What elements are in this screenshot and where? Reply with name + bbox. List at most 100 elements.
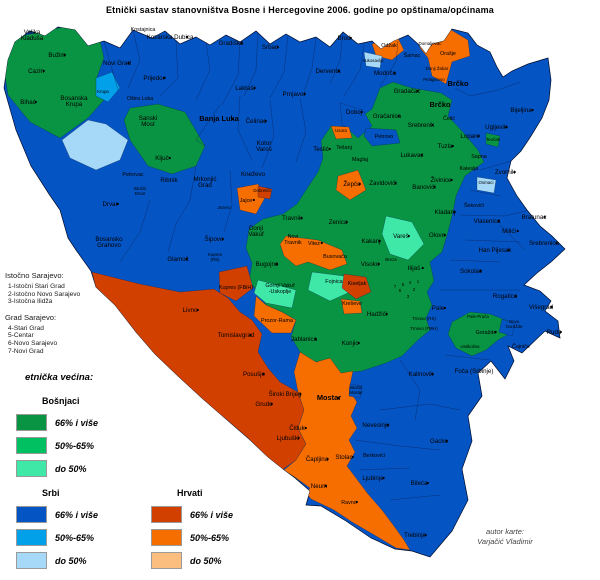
sarajevo-notes: Istočno Sarajevo: 1-Istočni Stari Grad 2…	[5, 271, 80, 355]
svg-text:Bileća: Bileća	[411, 480, 428, 487]
svg-text:Trnovo (FBiH): Trnovo (FBiH)	[410, 326, 438, 331]
svg-text:Berkovići: Berkovići	[363, 453, 385, 459]
color-swatch	[16, 437, 47, 454]
svg-text:Srebrenica: Srebrenica	[529, 240, 559, 247]
svg-text:Sokolac: Sokolac	[460, 268, 482, 275]
region-petrovo	[363, 127, 401, 147]
region-vares	[381, 215, 425, 261]
region-teocak	[485, 132, 501, 148]
region-sanski-kljuc	[123, 103, 206, 175]
svg-text:Jablanica: Jablanica	[291, 336, 318, 343]
svg-text:Lukavac: Lukavac	[400, 152, 423, 159]
svg-text:Gacko: Gacko	[430, 438, 448, 445]
region-kupres-fbih	[218, 265, 254, 302]
svg-text:Bužim: Bužim	[48, 52, 65, 59]
region-kresevo	[340, 298, 363, 315]
region-kiseljak	[341, 273, 372, 300]
svg-text:Tomislavgrad: Tomislavgrad	[218, 332, 255, 339]
region-usora	[330, 125, 353, 140]
svg-text:Glamoč: Glamoč	[167, 256, 188, 263]
svg-text:Prnjavor: Prnjavor	[282, 91, 305, 98]
region-gorazde	[447, 311, 513, 357]
svg-text:Šekovići: Šekovići	[464, 202, 484, 209]
color-swatch	[16, 529, 47, 546]
svg-text:Neum: Neum	[311, 483, 328, 490]
svg-text:Laktaši: Laktaši	[235, 85, 255, 92]
author-credit-line1: autor karte:	[486, 527, 524, 536]
map-title: Etnički sastav stanovništva Bosne i Herc…	[105, 5, 495, 15]
svg-text:Kupres (FBiH): Kupres (FBiH)	[219, 285, 253, 291]
svg-text:Grude: Grude	[255, 401, 273, 408]
svg-text:Lopare: Lopare	[460, 133, 480, 140]
svg-text:Hadžići: Hadžići	[367, 311, 387, 318]
legend-group-hrvati: Hrvati 66% i više 50%-65% do 50%	[151, 488, 233, 575]
color-swatch	[151, 529, 182, 546]
svg-text:Livno: Livno	[183, 307, 198, 314]
region-dobretici	[257, 185, 273, 200]
municipality-labels: Velika Kladuša Bužim Cazin Bihać Bosanska Krup…	[20, 27, 562, 539]
legend-label: 50%-65%	[190, 532, 230, 543]
color-swatch	[16, 460, 47, 477]
svg-text:Teslić: Teslić	[313, 146, 328, 153]
svg-text:Derventa: Derventa	[315, 68, 341, 75]
svg-text:Foča (Srbinje): Foča (Srbinje)	[455, 368, 494, 375]
svg-text:Brčko: Brčko	[448, 79, 469, 88]
svg-text:Trnovo (RS): Trnovo (RS)	[412, 316, 436, 321]
svg-text:Banja Luka: Banja Luka	[199, 114, 239, 123]
region-vitez-cluster	[279, 235, 348, 271]
author-credit-line2: Varjačić Vladimir	[477, 537, 533, 546]
color-swatch	[16, 506, 47, 523]
svg-text:Travnik: Travnik	[282, 215, 303, 222]
svg-text:Gračanica: Gračanica	[373, 113, 402, 120]
svg-text:Zavidovići: Zavidovići	[369, 180, 397, 187]
svg-text:Gradiška: Gradiška	[219, 40, 244, 47]
svg-text:Petrovac: Petrovac	[122, 172, 144, 178]
svg-text:Srbac: Srbac	[262, 44, 278, 51]
legend-label: do 50%	[55, 555, 87, 566]
svg-text:Čitluk: Čitluk	[289, 425, 305, 432]
istocno-sarajevo-item: 3-Istočna Ilidža	[8, 298, 53, 306]
svg-text:Ključ: Ključ	[155, 155, 168, 162]
svg-text:Usora: Usora	[335, 128, 347, 133]
svg-text:Breza: Breza	[385, 257, 397, 262]
legend-label: 66% i više	[190, 509, 234, 520]
legend-row: 50%-65%	[151, 529, 233, 546]
svg-text:3: 3	[407, 294, 410, 299]
svg-text:Brod: Brod	[337, 35, 351, 42]
legend-group-name: Srbi	[42, 488, 60, 498]
svg-text:Goražde: Goražde	[476, 330, 497, 336]
svg-text:Jezero: Jezero	[217, 205, 231, 210]
svg-text:Busovača: Busovača	[323, 254, 347, 260]
svg-text:Gornji Vakuf-Uskoplje: Gornji Vakuf -Uskoplje	[265, 283, 295, 295]
svg-text:5: 5	[402, 282, 405, 287]
legend-row: 66% i više	[16, 414, 98, 431]
svg-text:Brčko: Brčko	[430, 100, 451, 109]
svg-text:Vlasenica: Vlasenica	[474, 218, 501, 225]
svg-text:Doboj: Doboj	[346, 109, 362, 116]
svg-text:Prijedor: Prijedor	[143, 75, 164, 82]
svg-text:Bugojno: Bugojno	[256, 261, 279, 268]
region-vukosavlje	[363, 51, 383, 69]
legend-title: etnička većina:	[25, 372, 94, 383]
color-swatch	[16, 414, 47, 431]
svg-text:Ilijaš: Ilijaš	[408, 265, 420, 272]
svg-text:Čelinac: Čelinac	[246, 118, 267, 125]
author-credit: autor karte: Varjačić Vladimir	[440, 527, 570, 547]
svg-text:Čelić: Čelić	[443, 115, 455, 122]
svg-text:1: 1	[417, 279, 420, 284]
svg-text:Osmaci: Osmaci	[479, 180, 494, 185]
svg-text:Kalesija: Kalesija	[460, 166, 479, 172]
legend-row: 66% i više	[151, 506, 233, 523]
svg-text:Bihać: Bihać	[20, 99, 35, 106]
region-gornji-vakuf	[253, 279, 297, 309]
svg-text:Tuzla: Tuzla	[438, 143, 453, 150]
municipality-borders	[103, 29, 531, 501]
svg-text:Šamac: Šamac	[404, 52, 421, 59]
color-swatch	[16, 552, 47, 569]
svg-text:Mostar: Mostar	[317, 393, 341, 402]
svg-text:Živinice: Živinice	[431, 176, 453, 184]
